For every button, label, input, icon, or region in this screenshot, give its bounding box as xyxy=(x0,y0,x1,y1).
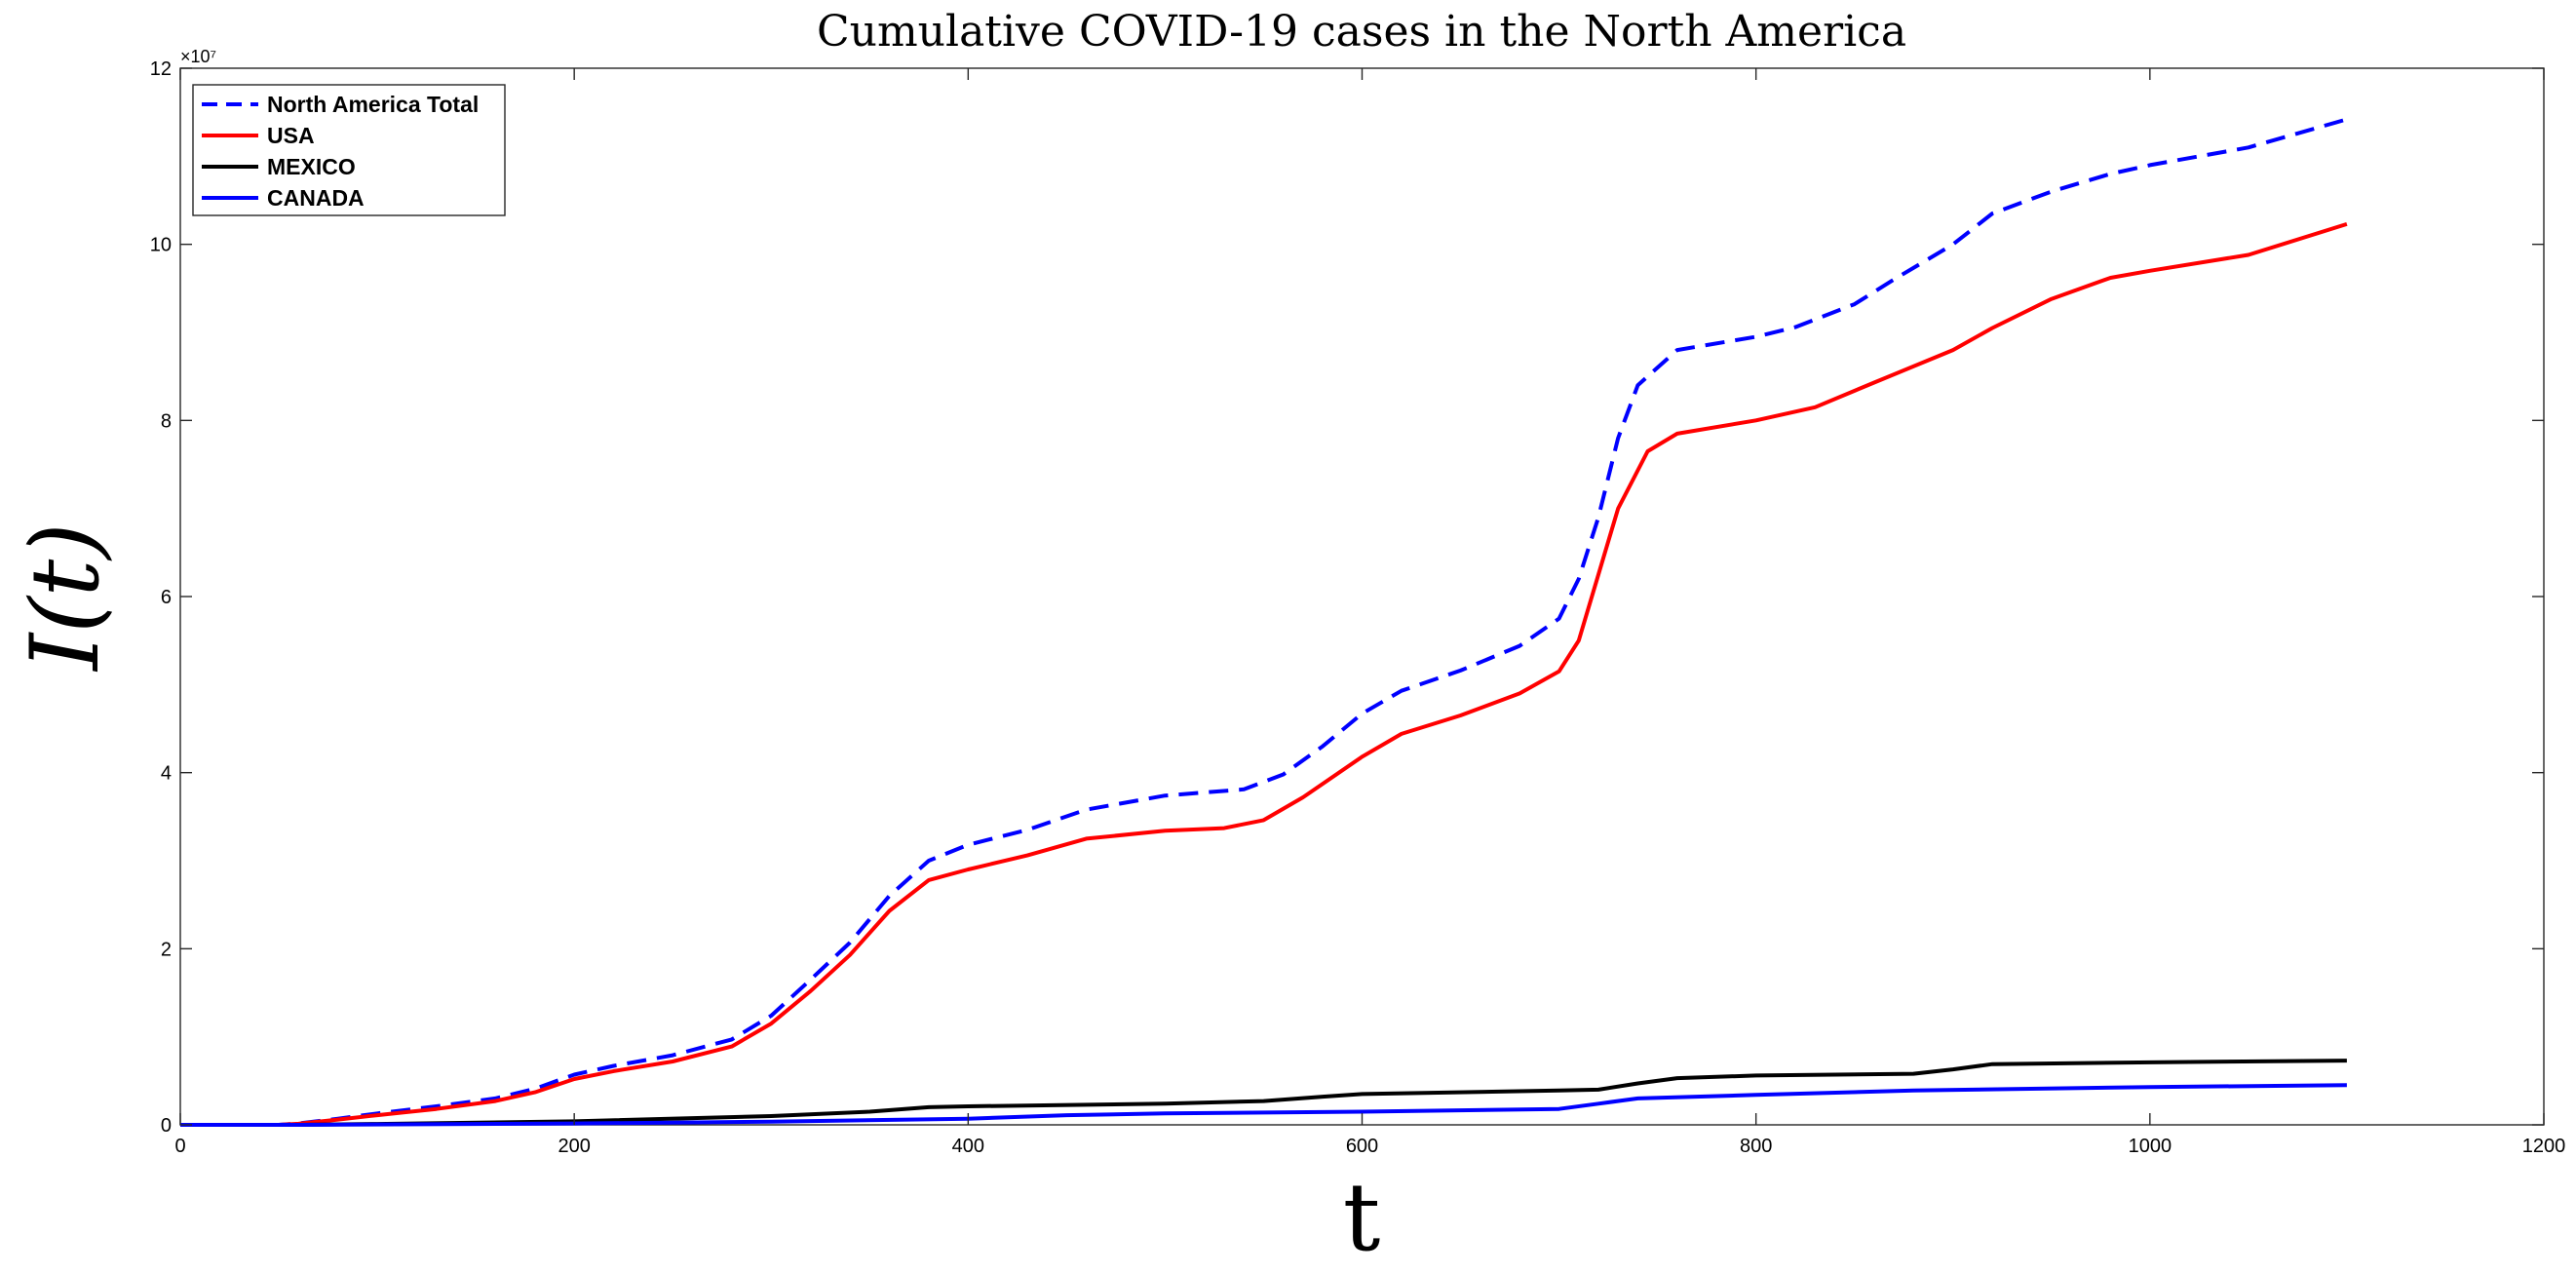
y-tick-label: 12 xyxy=(150,58,172,80)
series-layer xyxy=(180,117,2348,1127)
legend: North America Total USA MEXICO CANADA xyxy=(192,84,506,216)
y-tick-label: 8 xyxy=(161,410,172,432)
legend-label: North America Total xyxy=(267,92,479,117)
legend-label: MEXICO xyxy=(267,154,356,179)
legend-label: USA xyxy=(267,123,315,148)
y-tick-label: 2 xyxy=(161,939,172,960)
x-tick-label: 600 xyxy=(1346,1136,1378,1157)
x-tick-label: 200 xyxy=(557,1136,590,1157)
y-tick-label: 0 xyxy=(161,1115,172,1137)
y-tick-label: 6 xyxy=(161,587,172,608)
chart-title: Cumulative COVID-19 cases in the North A… xyxy=(817,7,1906,57)
series-line-mexico xyxy=(180,1059,2347,1127)
plot-area: 0 200 400 600 800 1000 1200 0 2 4 6 8 10 12 ×10⁷ xyxy=(150,47,2566,1157)
series-line-canada xyxy=(180,1083,2347,1127)
y-axis-ticks: 0 2 4 6 8 10 12 xyxy=(150,58,2544,1137)
x-tick-label: 1000 xyxy=(2129,1136,2172,1157)
x-axis-ticks: 0 200 400 600 800 1000 1200 xyxy=(174,68,2565,1157)
series-line-usa xyxy=(180,221,2348,1127)
y-axis-label: I(t) xyxy=(11,522,120,672)
x-tick-label: 0 xyxy=(174,1136,185,1157)
legend-box xyxy=(192,84,506,216)
legend-label: CANADA xyxy=(267,185,365,211)
series-line-north-america-total xyxy=(180,117,2348,1127)
y-tick-label: 10 xyxy=(150,235,172,256)
x-tick-label: 1200 xyxy=(2522,1136,2566,1157)
y-exponent-label: ×10⁷ xyxy=(180,47,216,66)
x-tick-label: 800 xyxy=(1740,1136,1772,1157)
x-tick-label: 400 xyxy=(952,1136,984,1157)
legend-items: North America Total USA MEXICO CANADA xyxy=(202,92,479,211)
x-axis-label: t xyxy=(1343,1163,1381,1272)
y-tick-label: 4 xyxy=(161,763,172,785)
